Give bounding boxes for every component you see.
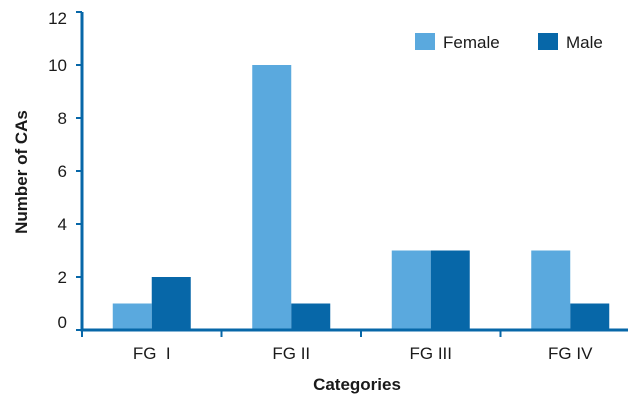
bar-male-1: [151, 277, 191, 330]
labels-layer: 0 2 4 6 8 10 12 FG I FG II FG III FG IV: [48, 9, 593, 363]
legend-label-female: Female: [443, 33, 500, 52]
bar-female-3: [391, 250, 431, 330]
y-tick-label: 6: [58, 162, 67, 181]
x-tick-label: FG I: [133, 344, 171, 363]
bar-male-4: [570, 303, 610, 330]
y-tick-label: 2: [58, 268, 67, 287]
bar-male-3: [430, 250, 470, 330]
bar-female-4: [531, 250, 571, 330]
x-tick-label: FG IV: [548, 344, 593, 363]
legend: Female Male: [415, 33, 603, 52]
legend-swatch-female: [415, 33, 435, 50]
bar-male-2: [291, 303, 331, 330]
axes-layer: [76, 11, 628, 337]
bar-female-1: [112, 303, 152, 330]
legend-swatch-male: [538, 33, 558, 50]
bars-layer: [112, 65, 610, 330]
x-axis-title: Categories: [313, 375, 401, 394]
x-tick-label: FG II: [272, 344, 310, 363]
y-tick-label: 4: [58, 215, 67, 234]
x-tick-label: FG III: [410, 344, 453, 363]
y-tick-label: 12: [48, 9, 67, 28]
bar-female-2: [252, 65, 292, 330]
y-axis-title: Number of CAs: [12, 110, 31, 234]
y-tick-label: 0: [58, 313, 67, 332]
y-tick-label: 10: [48, 56, 67, 75]
y-tick-label: 8: [58, 109, 67, 128]
legend-label-male: Male: [566, 33, 603, 52]
